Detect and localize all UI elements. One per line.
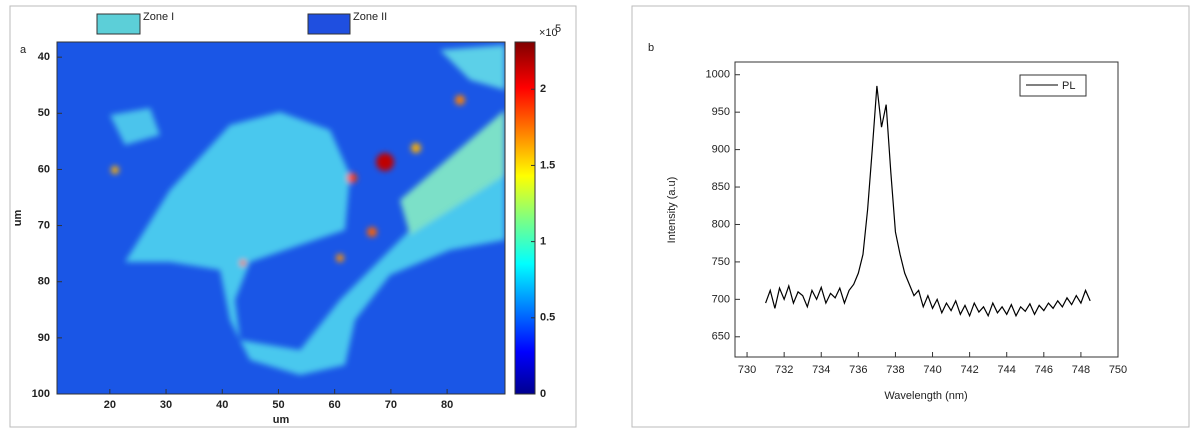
x-tick-label: 30 [160,399,172,411]
x-tick-label: 744 [998,364,1016,376]
x-tick-label: 20 [104,399,116,411]
legend-label: Zone I [143,11,174,23]
x-tick-label: 732 [775,364,793,376]
y-tick-label: 900 [712,144,730,156]
y-tick-label: 950 [712,106,730,118]
colorbar-tick-label: 1 [540,236,546,248]
colorbar-multiplier: ×10 [539,27,558,39]
panel-label: b [648,42,654,54]
y-tick-label: 800 [712,218,730,230]
x-tick-label: 734 [812,364,830,376]
x-tick-label: 736 [849,364,867,376]
x-tick-label: 70 [385,399,397,411]
y-axis-label: Intensity (a.u) [666,177,678,244]
heatmap-image [57,42,505,394]
colorbar-tick-label: 0.5 [540,312,555,324]
y-tick-label: 50 [38,107,50,119]
y-tick-label: 70 [38,219,50,231]
y-tick-label: 90 [38,332,50,344]
panel-label: a [20,44,27,56]
colorbar-tick-label: 2 [540,83,546,95]
x-tick-label: 60 [329,399,341,411]
legend-label: PL [1062,80,1075,92]
y-tick-label: 750 [712,256,730,268]
panel-frame [9,5,577,428]
x-tick-label: 50 [272,399,284,411]
y-tick-label: 1000 [706,69,730,81]
colorbar-tick-label: 0 [540,388,546,400]
line-series [765,85,1091,318]
x-tick-label: 80 [441,399,453,411]
x-tick-label: 738 [886,364,904,376]
x-axis-label: um [273,414,290,426]
x-tick-label: 750 [1109,364,1127,376]
plot-frame [734,61,1119,358]
y-tick-label: 650 [712,331,730,343]
x-tick-label: 746 [1035,364,1053,376]
y-tick-label: 40 [38,51,50,63]
colorbar-tick-label: 1.5 [540,159,555,171]
x-tick-label: 740 [923,364,941,376]
x-axis-label: Wavelength (nm) [884,390,967,402]
x-tick-label: 40 [216,399,228,411]
x-tick-label: 742 [960,364,978,376]
legend-label: Zone II [353,11,387,23]
colorbar-exponent: 5 [555,23,561,35]
x-tick-label: 730 [738,364,756,376]
y-tick-label: 60 [38,163,50,175]
colorbar [514,41,536,395]
legend-swatch [307,13,351,35]
y-tick-label: 850 [712,181,730,193]
plot-frame [56,41,506,395]
y-tick-label: 80 [38,276,50,288]
y-tick-label: 700 [712,293,730,305]
panel-frame [631,5,1190,428]
x-tick-label: 748 [1072,364,1090,376]
y-axis-label: um [12,210,24,227]
y-tick-label: 100 [32,388,50,400]
legend-swatch [96,13,141,35]
